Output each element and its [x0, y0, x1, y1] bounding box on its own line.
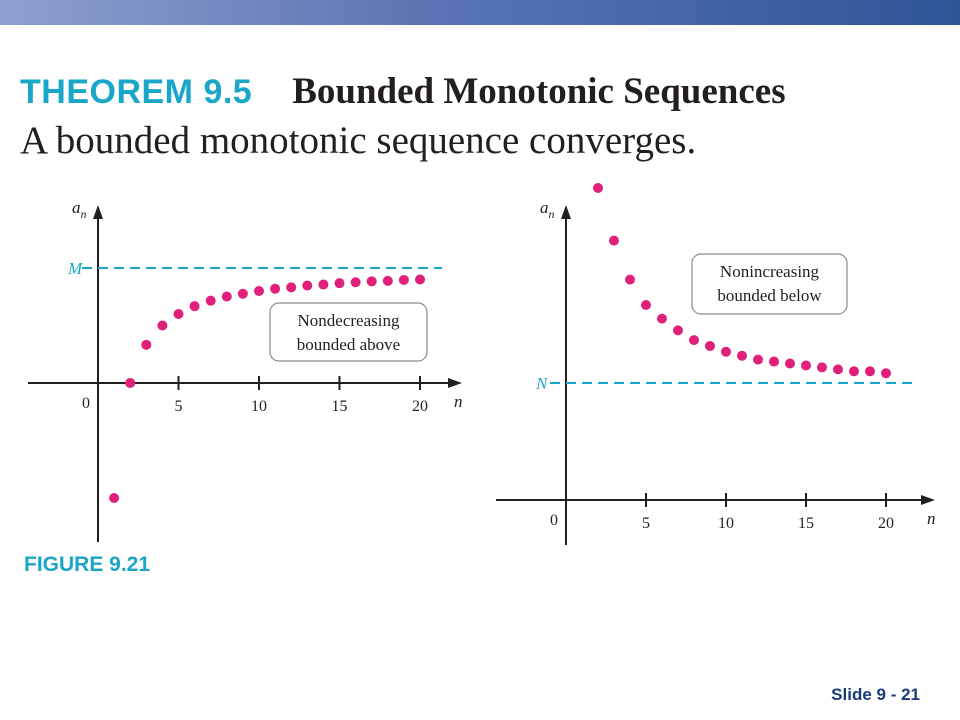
data-point	[221, 291, 232, 302]
annotation-box	[691, 253, 848, 315]
data-point	[366, 276, 377, 287]
data-point	[737, 350, 747, 361]
x-tick-label: 15	[798, 515, 814, 532]
data-point	[689, 335, 699, 346]
data-point	[318, 279, 329, 290]
data-point	[270, 283, 281, 294]
annotation-box	[269, 302, 428, 362]
data-point	[334, 278, 345, 289]
data-point	[609, 235, 619, 246]
x-axis-arrow	[921, 495, 935, 505]
slide-number: Slide 9 - 21	[831, 685, 920, 704]
origin-label: 0	[82, 395, 90, 412]
x-axis-arrow	[448, 378, 462, 388]
data-point	[801, 360, 811, 371]
x-tick-label: 10	[718, 515, 734, 532]
data-point	[657, 313, 667, 324]
x-tick-label: 10	[251, 398, 267, 415]
data-point	[593, 183, 603, 193]
data-point	[721, 346, 731, 357]
chart-panel-2: an n 0 5 10 15 20 N Nonincreasing bounded below	[496, 183, 936, 545]
data-point	[625, 274, 635, 285]
data-point	[785, 358, 795, 369]
data-point	[125, 378, 136, 388]
bound-label: M	[67, 259, 83, 278]
data-point	[237, 288, 248, 299]
y-axis-label: an	[540, 198, 555, 221]
x-tick-label: 5	[175, 398, 183, 415]
data-point	[641, 300, 651, 310]
annotation-text: Nondecreasing	[298, 311, 400, 330]
chart-panel-1: an n 0 5 10 15 20 M Nondecreasing bounded above	[28, 198, 463, 542]
data-point	[673, 325, 683, 336]
data-point	[753, 354, 763, 365]
x-tick-label: 5	[642, 515, 650, 532]
data-point	[881, 368, 891, 379]
data-point	[157, 320, 168, 331]
origin-label: 0	[550, 512, 558, 529]
bound-label: N	[535, 374, 549, 393]
y-axis-arrow	[93, 205, 103, 219]
data-point	[849, 366, 859, 377]
data-point	[833, 364, 843, 375]
header-bar	[0, 0, 960, 25]
figure-caption: FIGURE 9.21	[24, 553, 151, 576]
theorem-statement: A bounded monotonic sequence converges.	[20, 119, 697, 162]
theorem-label: THEOREM 9.5	[20, 73, 253, 111]
data-point	[302, 280, 313, 291]
y-axis-arrow	[561, 205, 571, 219]
data-point	[865, 366, 875, 377]
data-point	[141, 339, 152, 350]
x-tick-label: 20	[878, 515, 894, 532]
data-point	[205, 295, 216, 306]
data-point	[173, 309, 184, 319]
data-point	[817, 362, 827, 373]
data-point	[705, 340, 715, 351]
data-point	[415, 274, 425, 285]
x-axis-label: n	[927, 509, 936, 528]
data-point	[189, 301, 200, 312]
x-tick-label: 20	[412, 398, 428, 415]
data-point	[398, 274, 409, 285]
x-axis-label: n	[454, 392, 463, 411]
annotation-text: Nonincreasing	[720, 262, 820, 281]
theorem-title: Bounded Monotonic Sequences	[292, 71, 786, 112]
theorem-heading: THEOREM 9.5 Bounded Monotonic Sequences	[20, 70, 786, 116]
data-point	[286, 282, 297, 293]
data-point	[109, 493, 120, 503]
y-axis-label: an	[72, 198, 87, 221]
data-point	[350, 277, 361, 288]
data-point	[254, 286, 264, 296]
x-tick-label: 15	[332, 398, 348, 415]
data-point	[382, 275, 393, 286]
annotation-text: bounded below	[717, 286, 822, 305]
data-point	[769, 356, 779, 367]
annotation-text: bounded above	[297, 335, 400, 354]
